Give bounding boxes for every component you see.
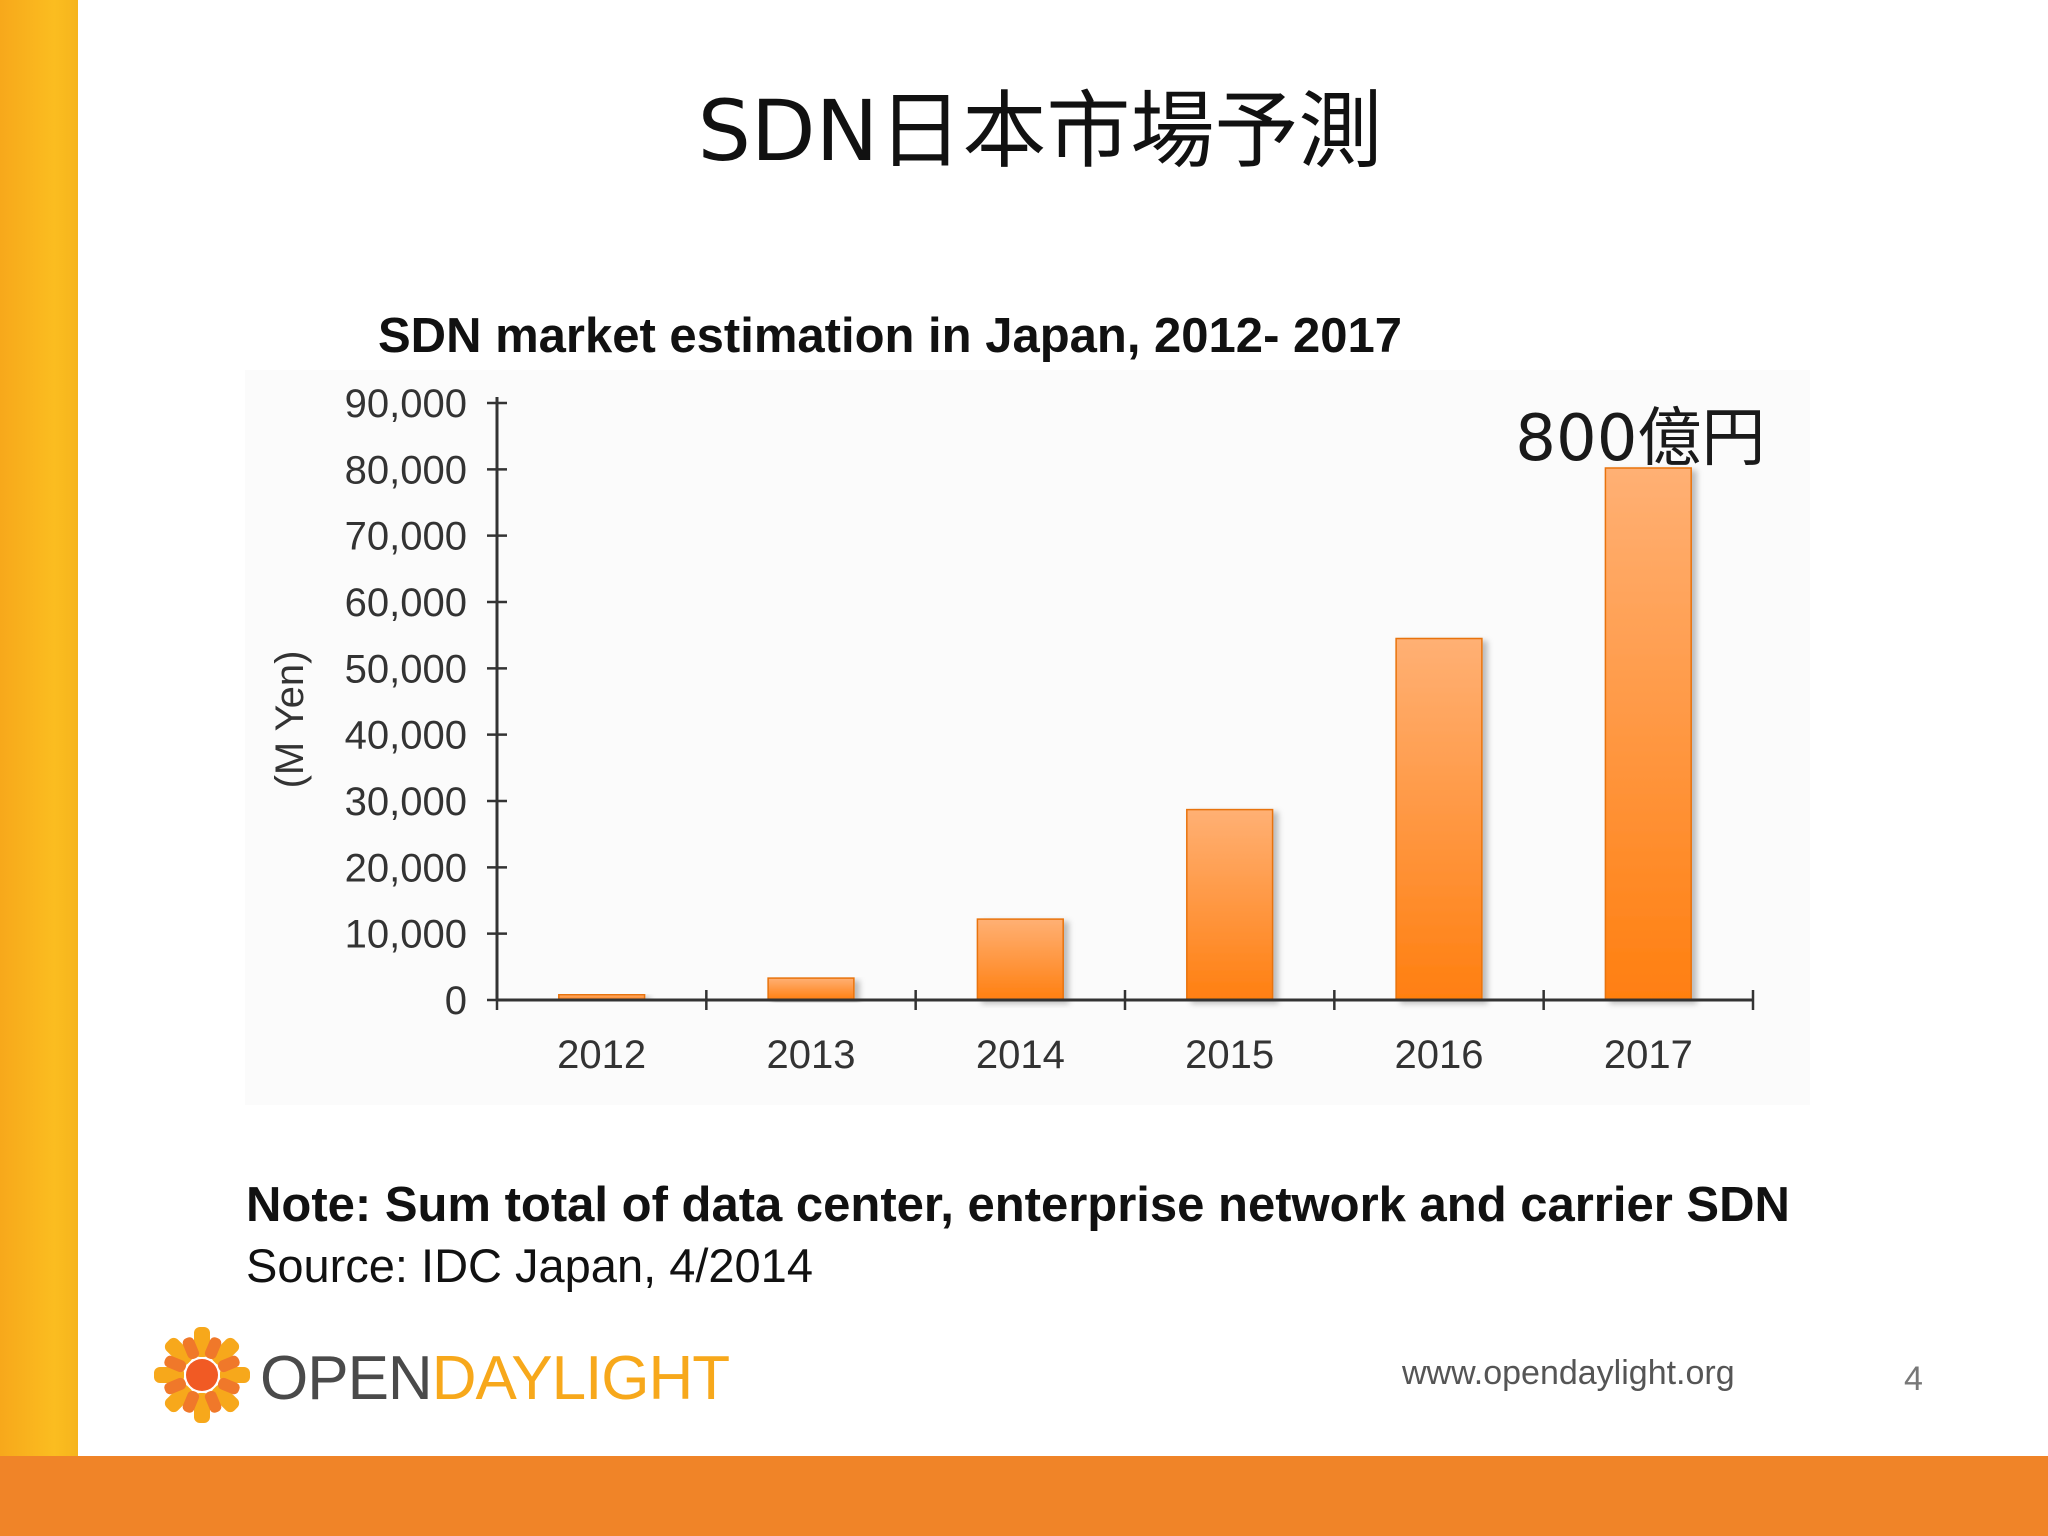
bar-2016 <box>1395 637 1483 1001</box>
y-tick-label: 20,000 <box>345 846 467 890</box>
y-tick-label: 90,000 <box>345 382 467 426</box>
bar-2015 <box>1186 808 1274 1001</box>
x-tick-label: 2016 <box>1395 1033 1484 1077</box>
x-tick-label: 2013 <box>767 1033 856 1077</box>
chart-note: Note: Sum total of data center, enterpri… <box>246 1178 1790 1232</box>
website-url[interactable]: www.opendaylight.org <box>1402 1354 1735 1392</box>
logo-text-open: OPEN <box>260 1344 433 1413</box>
bar-annotation: 800億円 <box>1515 402 1765 476</box>
x-tick-label: 2012 <box>557 1033 646 1077</box>
y-tick-label: 40,000 <box>345 714 467 758</box>
y-tick-label: 80,000 <box>345 448 467 492</box>
y-tick-label: 70,000 <box>345 515 467 559</box>
x-tick-label: 2017 <box>1604 1033 1693 1077</box>
left-accent-bar <box>0 0 78 1456</box>
page-number: 4 <box>1904 1360 1923 1398</box>
chart-panel: 0 10,000 20,000 30,000 40,000 50,000 60,000 70,… <box>245 370 1810 1105</box>
logo-wordmark: OPENDAYLIGHT <box>260 1343 730 1414</box>
bottom-accent-bar <box>0 1456 2048 1536</box>
bar-chart: 0 10,000 20,000 30,000 40,000 50,000 60,000 70,… <box>268 382 1765 1077</box>
bar-2014 <box>976 918 1064 1001</box>
y-axis-title: (M Yen) <box>268 651 312 789</box>
chart-source: Source: IDC Japan, 4/2014 <box>246 1239 813 1292</box>
bar-2017 <box>1604 467 1692 1001</box>
y-tick-label: 60,000 <box>345 581 467 625</box>
y-tick-label: 0 <box>445 979 467 1023</box>
y-tick-label: 10,000 <box>345 913 467 957</box>
slide-title: SDN日本市場予測 <box>697 82 1383 180</box>
y-tick-label: 30,000 <box>345 780 467 824</box>
y-tick-label: 50,000 <box>345 647 467 691</box>
opendaylight-logo: OPENDAYLIGHT <box>152 1325 730 1435</box>
chart-title: SDN market estimation in Japan, 2012- 20… <box>378 309 1402 363</box>
x-tick-label: 2015 <box>1185 1033 1274 1077</box>
bar-2013 <box>767 977 855 1001</box>
logo-text-daylight: DAYLIGHT <box>431 1344 730 1413</box>
sunburst-icon <box>154 1327 250 1423</box>
x-tick-label: 2014 <box>976 1033 1065 1077</box>
